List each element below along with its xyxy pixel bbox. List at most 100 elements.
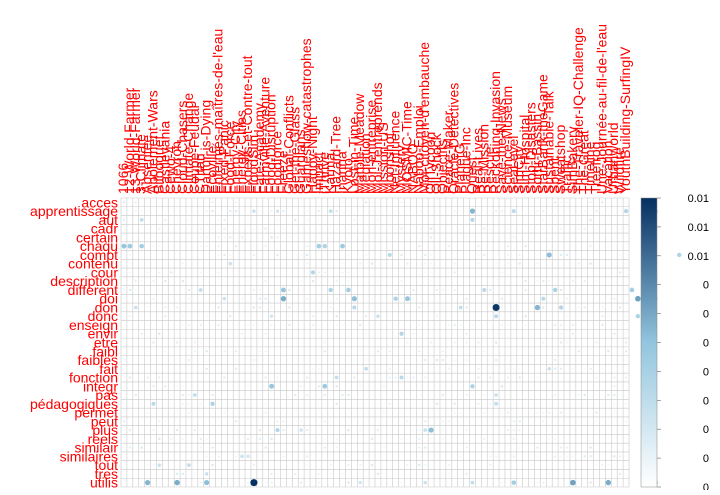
row-label: tres [95,466,118,482]
cell-circle-faint [536,481,539,484]
cell-circle-faint [217,254,220,256]
cell-circle-faint [353,359,356,361]
cell-circle-faint [394,367,397,370]
cell-circle [322,383,328,389]
cell-circle [204,472,209,476]
cell-circle-faint [542,420,545,423]
cell-circle-faint [412,429,415,431]
cell-circle-faint [270,324,273,326]
cell-circle [470,217,475,222]
cell-circle-faint [329,464,332,467]
cell-circle-faint [223,350,226,353]
cell-circle-faint [500,385,504,388]
cell-circle-faint [217,218,220,221]
cell-circle-faint [382,385,385,388]
column-label: Gameshow-catastrophes [298,38,314,194]
column-label: Cewo-4 [162,146,178,194]
cell-circle-faint [306,210,308,213]
column-label: Castlevania [156,121,172,194]
cell-circle-faint [164,350,167,353]
cell-circle-faint [607,315,610,318]
cell-circle-faint [441,350,444,353]
cell-circle-faint [625,315,627,318]
cell-circle [511,480,517,485]
row-label: cadr [91,221,119,237]
cell-circle-faint [158,227,161,230]
cell-circle [494,393,498,397]
cell-circle [458,305,463,310]
cell-circle-faint [506,245,509,248]
cell-circle-faint [341,393,344,397]
column-label: Une-Journée-au-fil-de-l'eau [593,24,609,194]
cell-circle-faint [347,254,350,256]
cell-circle-faint [613,411,616,414]
row-label: etre [94,335,118,351]
cell-circle-faint [430,254,433,256]
cell-circle-faint [199,236,202,239]
cell-circle-faint [140,280,143,283]
cell-circle [393,296,398,301]
cell-circle-faint [394,288,397,291]
cell-circle [252,209,256,213]
cell-circle-faint [258,271,261,274]
cell-circle [174,479,180,486]
cell-circle-faint [300,385,303,388]
cell-circle-faint [146,376,149,379]
column-label: SimCity [511,146,527,194]
cell-circle-faint [329,306,332,309]
cell-circle-faint [146,306,149,309]
column-label: Re-Mission [475,124,491,194]
cell-circle-faint [583,393,586,397]
cell-circle-faint [188,402,190,405]
cell-circle-faint [123,306,125,309]
cell-circle [328,209,333,214]
cell-circle-faint [370,463,374,467]
cell-circle-faint [347,481,350,484]
cell-circle [570,479,576,486]
cell-circle [534,304,541,311]
cell-circle-faint [317,210,320,213]
cell-circle-faint [577,289,580,291]
cell-circle-faint [134,280,137,283]
row-label: cour [91,264,119,280]
cell-circle-faint [565,297,569,300]
cell-circle-faint [170,394,173,396]
cell-circle-faint [601,464,604,467]
cell-circle-faint [158,236,161,239]
cell-circle-faint [536,262,539,265]
cell-circle-faint [459,324,462,326]
cell-circle-faint [164,279,167,283]
column-label: Food-Disruption [263,94,279,194]
legend-tick-label: 0 [703,366,709,378]
cell-circle-faint [258,394,261,396]
cell-circle-faint [477,367,480,370]
cell-circle-faint [595,262,598,265]
cell-circle-faint [418,350,421,353]
cell-circle-faint [453,323,456,327]
cell-circle-faint [595,341,598,344]
cell-circle-faint [571,323,575,327]
cell-circle-faint [306,262,309,265]
cell-circle-faint [300,254,303,256]
cell-circle-faint [211,201,214,204]
cell-circle-faint [240,236,244,239]
cell-circle-faint [506,429,509,432]
cell-circle-faint [282,472,285,475]
cell-circle-faint [187,288,191,292]
cell-circle-faint [353,271,356,274]
row-label: enseign [69,317,118,333]
cell-circle-faint [483,394,486,396]
cell-circle-faint [424,271,427,274]
cell-circle-faint [134,420,137,423]
cell-circle-faint [501,481,503,484]
cell-circle-faint [619,254,622,256]
cell-circle-faint [282,428,285,432]
cell-circle-faint [394,472,397,475]
cell-circle-faint [435,358,439,362]
cell-circle-faint [247,324,249,326]
cell-circle-faint [442,472,444,475]
row-label: doi [99,291,118,307]
cell-circle-faint [128,271,131,274]
cell-circle-faint [477,306,480,309]
